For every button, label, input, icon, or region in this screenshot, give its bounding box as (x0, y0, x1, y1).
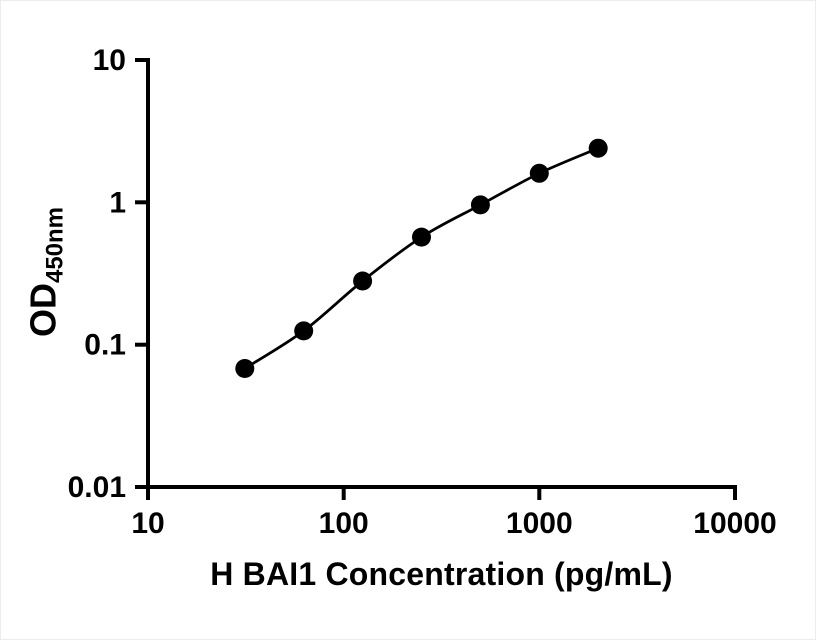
x-axis-title: H BAI1 Concentration (pg/mL) (210, 556, 673, 592)
y-tick-label: 0.01 (68, 471, 126, 504)
data-point (529, 163, 549, 183)
y-axis-title-main: OD (22, 283, 64, 338)
data-point (470, 195, 490, 215)
x-tick-label: 100 (319, 507, 369, 540)
data-point (412, 227, 431, 247)
y-axis-title: OD450nm (23, 207, 70, 337)
y-tick-label: 1 (109, 186, 126, 219)
data-point (353, 271, 373, 291)
y-tick-label: 0.1 (84, 329, 126, 362)
data-point (235, 359, 255, 378)
y-tick-label: 10 (93, 44, 126, 77)
data-point (588, 138, 608, 158)
x-tick-label: 1000 (506, 507, 573, 540)
y-axis-title-subscript: 450nm (41, 206, 69, 284)
data-point (294, 321, 314, 341)
x-tick-label: 10 (131, 507, 164, 540)
x-tick-label: 10000 (693, 507, 776, 540)
